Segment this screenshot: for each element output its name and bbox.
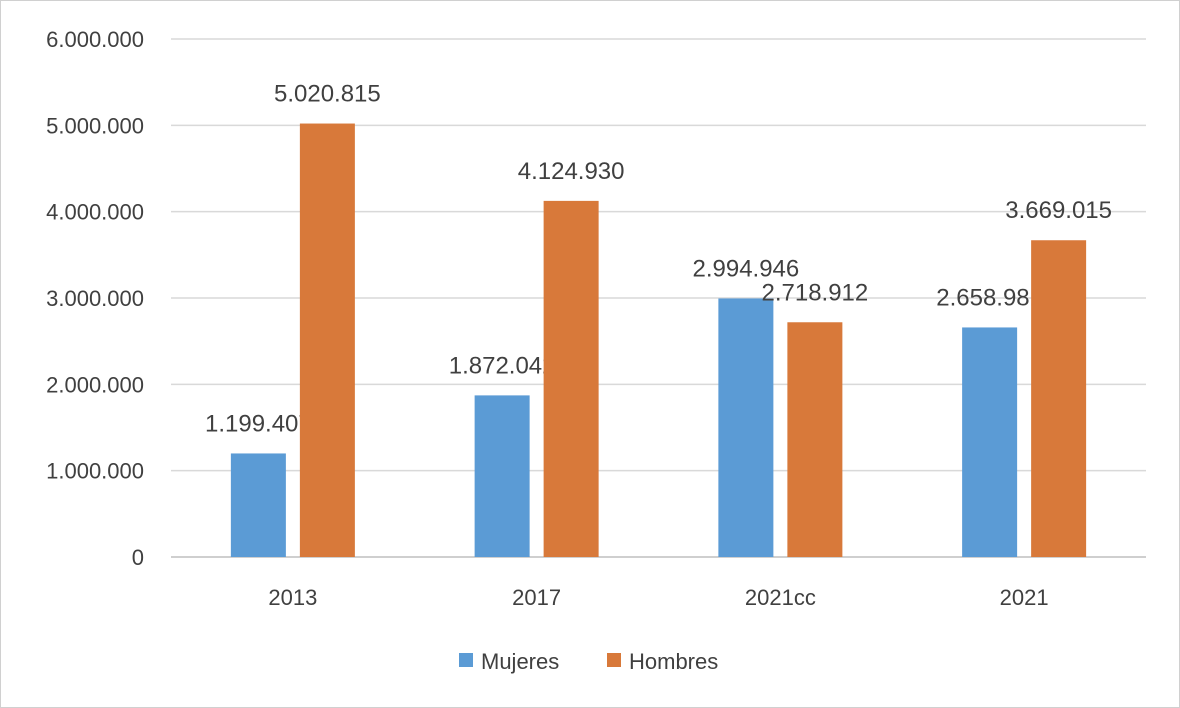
bar-mujeres: [474, 395, 530, 557]
y-tick-label: 6.000.000: [46, 27, 144, 52]
data-label: 1.199.407: [205, 410, 312, 437]
y-tick-label: 0: [132, 545, 144, 570]
legend-label: Mujeres: [481, 649, 559, 674]
x-tick-label: 2013: [268, 585, 317, 610]
bar-hombres: [1031, 240, 1087, 557]
x-tick-label: 2021cc: [745, 585, 816, 610]
data-label: 4.124.930: [518, 158, 625, 185]
data-label: 2.658.981: [936, 284, 1043, 311]
bar-mujeres: [718, 298, 774, 557]
bar-mujeres: [962, 327, 1018, 557]
y-tick-label: 2.000.000: [46, 372, 144, 397]
y-tick-label: 4.000.000: [46, 200, 144, 225]
bar-hombres: [543, 200, 599, 557]
bar-hombres: [787, 322, 843, 557]
y-tick-label: 3.000.000: [46, 286, 144, 311]
legend-swatch-hombres: [607, 653, 621, 667]
bar-hombres: [299, 123, 355, 557]
x-tick-label: 2017: [512, 585, 561, 610]
y-tick-label: 1.000.000: [46, 459, 144, 484]
x-tick-label: 2021: [1000, 585, 1049, 610]
data-label: 2.994.946: [692, 255, 799, 282]
data-label: 2.718.912: [761, 279, 868, 306]
y-tick-label: 5.000.000: [46, 113, 144, 138]
data-label: 3.669.015: [1005, 197, 1112, 224]
data-label: 1.872.042: [449, 352, 556, 379]
legend-label: Hombres: [629, 649, 718, 674]
data-label: 5.020.815: [274, 81, 381, 108]
bar-mujeres: [230, 453, 286, 557]
legend-swatch-mujeres: [459, 653, 473, 667]
